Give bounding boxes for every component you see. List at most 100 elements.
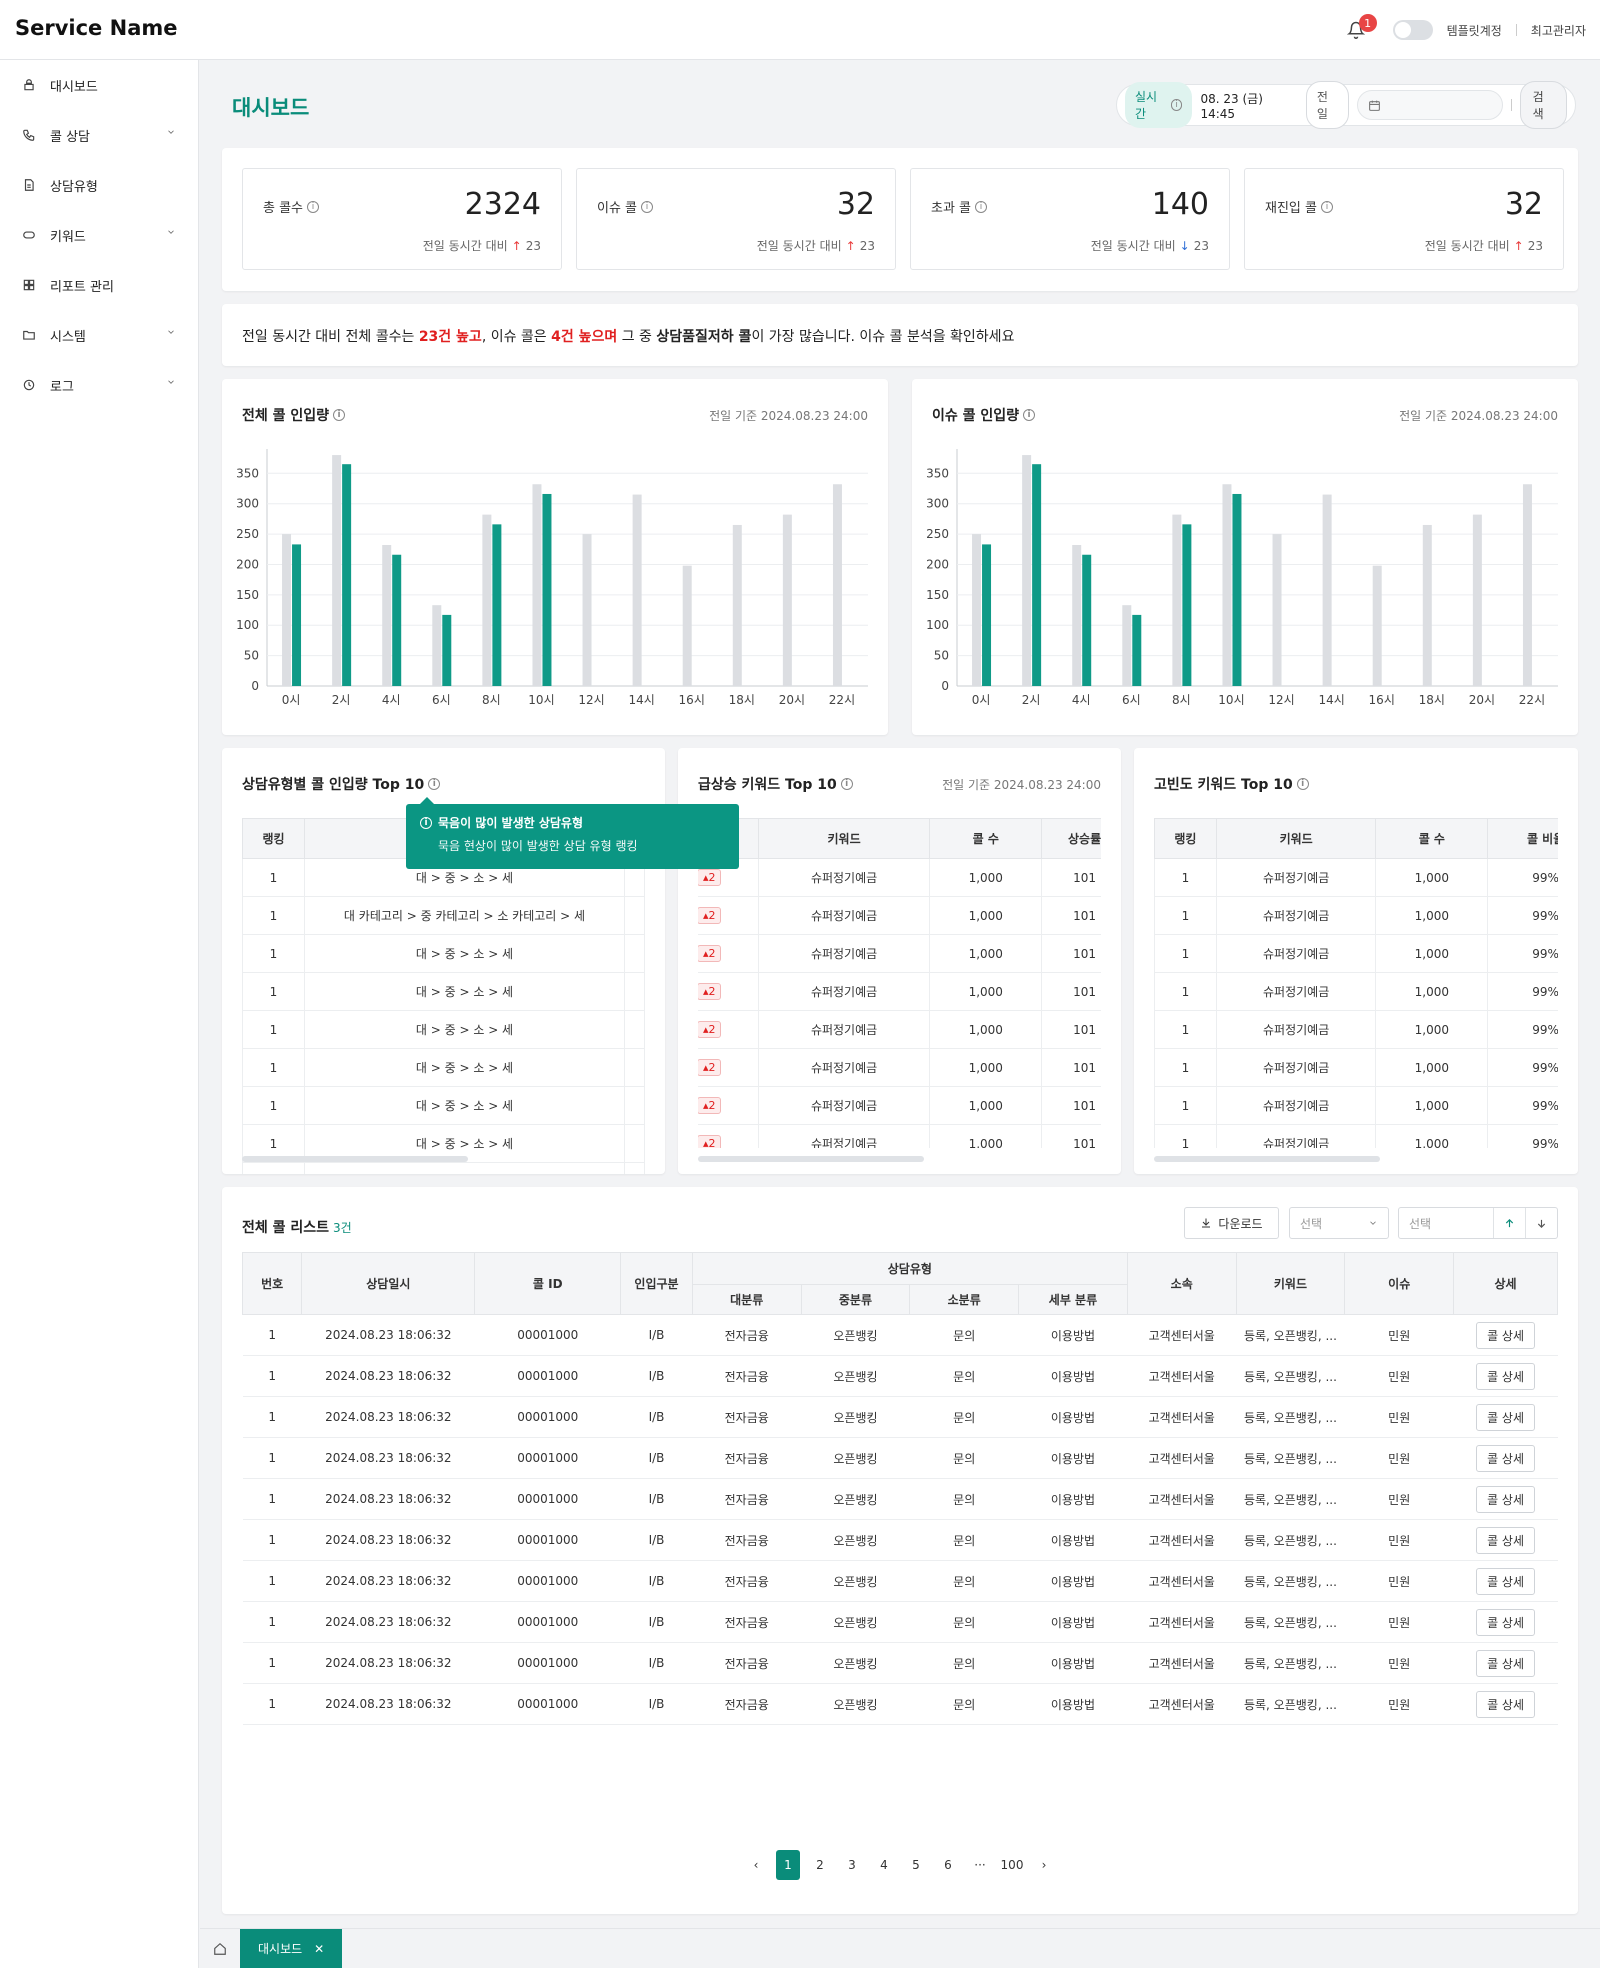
table-row[interactable]: 1 2024.08.23 18:06:32 00001000 I/B 전자금융 오픈뱅킹 문… (242, 1478, 1558, 1520)
table-row[interactable]: 1 2024.08.23 18:06:32 00001000 I/B 전자금융 오픈뱅킹 문… (242, 1314, 1558, 1356)
bar-previous[interactable] (1522, 484, 1532, 686)
bar-current[interactable] (342, 464, 352, 686)
call-detail-button[interactable]: 콜 상세 (1476, 1690, 1535, 1718)
next-page-button[interactable]: › (1041, 1858, 1047, 1872)
chevron-down-icon[interactable] (166, 227, 176, 237)
search-button[interactable]: 검색 (1519, 81, 1567, 129)
theme-toggle[interactable] (1392, 20, 1433, 40)
page-number[interactable]: 5 (912, 1858, 920, 1872)
call-detail-button[interactable]: 콜 상세 (1476, 1567, 1535, 1595)
sidebar-item[interactable]: 로그 (0, 360, 198, 410)
bar-previous[interactable] (832, 484, 842, 686)
bar-current[interactable] (542, 493, 552, 686)
bar-previous[interactable] (1322, 494, 1332, 686)
sort-desc-button[interactable] (1525, 1208, 1557, 1238)
table-row[interactable]: 1 2024.08.23 18:06:32 00001000 I/B 전자금융 오픈뱅킹 문… (242, 1355, 1558, 1397)
call-detail-button[interactable]: 콜 상세 (1476, 1526, 1535, 1554)
account-name[interactable]: 템플릿계정 (1446, 23, 1502, 38)
table-row[interactable]: 1 2024.08.23 18:06:32 00001000 I/B 전자금융 오픈뱅킹 문… (242, 1396, 1558, 1438)
chevron-down-icon[interactable] (166, 377, 176, 387)
bar-previous[interactable] (1372, 565, 1382, 686)
bar-previous[interactable] (1272, 534, 1282, 686)
table-row[interactable]: 1 슈퍼정기예금 1,000 99% (1154, 972, 1558, 1011)
realtime-badge[interactable]: 실시간 i (1125, 82, 1193, 128)
table-row[interactable]: 1 슈퍼정기예금 1,000 99% (1154, 896, 1558, 935)
table-row[interactable]: 1 슈퍼정기예금 1,000 99% (1154, 1124, 1558, 1148)
table-row[interactable]: 1 2024.08.23 18:06:32 00001000 I/B 전자금융 오픈뱅킹 문… (242, 1601, 1558, 1643)
call-detail-button[interactable]: 콜 상세 (1476, 1362, 1535, 1390)
table-row[interactable]: 1대 > 중 > 소 > 세 (242, 1162, 645, 1174)
sidebar-item[interactable]: 상담유형 (0, 160, 198, 210)
bar-current[interactable] (1032, 464, 1042, 686)
date-picker-input[interactable] (1357, 90, 1503, 120)
bar-current[interactable] (292, 544, 302, 686)
notification-button[interactable]: 1 (1343, 14, 1377, 43)
bar-previous[interactable] (532, 484, 542, 686)
bar-current[interactable] (1232, 493, 1242, 686)
prev-page-button[interactable]: ‹ (753, 1858, 759, 1872)
bar-previous[interactable] (432, 605, 442, 686)
call-detail-button[interactable]: 콜 상세 (1476, 1608, 1535, 1636)
info-icon[interactable]: i (840, 778, 853, 790)
filter-select[interactable]: 선택 (1398, 1207, 1558, 1239)
table-row[interactable]: 1 2024.08.23 18:06:32 00001000 I/B 전자금융 오픈뱅킹 문… (242, 1519, 1558, 1561)
bar-previous[interactable] (382, 545, 392, 686)
tab-dashboard[interactable]: 대시보드 ✕ (240, 1928, 343, 1968)
table-row[interactable]: 1 슈퍼정기예금 1,000 99% (1154, 934, 1558, 973)
call-detail-button[interactable]: 콜 상세 (1476, 1485, 1535, 1513)
bar-previous[interactable] (1422, 524, 1432, 686)
download-button[interactable]: 다운로드 (1184, 1207, 1279, 1239)
table-row[interactable]: 1 2024.08.23 18:06:32 00001000 I/B 전자금융 오픈뱅킹 문… (242, 1437, 1558, 1479)
sidebar-item[interactable]: 콜 상담 (0, 110, 198, 160)
bar-previous[interactable] (482, 514, 492, 686)
sort-select[interactable]: 선택 (1289, 1207, 1389, 1239)
bar-previous[interactable] (582, 534, 592, 686)
bar-previous[interactable] (782, 514, 792, 686)
table-row[interactable]: 1 2024.08.23 18:06:32 00001000 I/B 전자금융 오픈뱅킹 문… (242, 1642, 1558, 1684)
sidebar-item[interactable]: 키워드 (0, 210, 198, 260)
chevron-down-icon[interactable] (166, 127, 176, 137)
bar-previous[interactable] (1222, 484, 1232, 686)
bar-previous[interactable] (282, 534, 292, 686)
user-role[interactable]: 최고관리자 (1530, 23, 1586, 38)
bar-previous[interactable] (972, 534, 982, 686)
page-number[interactable]: 100 (1000, 1858, 1024, 1872)
bar-current[interactable] (1082, 554, 1092, 686)
horizontal-scrollbar[interactable] (242, 1156, 468, 1162)
bar-current[interactable] (982, 544, 992, 686)
close-icon[interactable]: ✕ (314, 1941, 325, 1956)
bar-previous[interactable] (1122, 605, 1132, 686)
bar-current[interactable] (492, 524, 502, 686)
page-number[interactable]: 4 (880, 1858, 888, 1872)
chevron-down-icon[interactable] (166, 327, 176, 337)
kpi-card[interactable]: 총 콜수 i 2324 전일 동시간 대비 ↑ 23 (242, 168, 562, 270)
kpi-card[interactable]: 초과 콜 i 140 전일 동시간 대비 ↓ 23 (910, 168, 1230, 270)
bar-current[interactable] (442, 614, 452, 686)
horizontal-scrollbar[interactable] (1154, 1156, 1380, 1162)
page-number[interactable]: 6 (944, 1858, 952, 1872)
page-number[interactable]: 2 (816, 1858, 824, 1872)
page-number[interactable]: 1 (776, 1850, 800, 1880)
call-detail-button[interactable]: 콜 상세 (1476, 1321, 1535, 1349)
brand-name[interactable]: Service Name (15, 16, 178, 40)
call-detail-button[interactable]: 콜 상세 (1476, 1403, 1535, 1431)
call-detail-button[interactable]: 콜 상세 (1476, 1649, 1535, 1677)
bar-previous[interactable] (1472, 514, 1482, 686)
bar-previous[interactable] (682, 565, 692, 686)
bar-previous[interactable] (1072, 545, 1082, 686)
page-number[interactable]: 3 (848, 1858, 856, 1872)
sidebar-item[interactable]: 시스템 (0, 310, 198, 360)
bar-current[interactable] (392, 554, 402, 686)
bar-previous[interactable] (732, 524, 742, 686)
table-row[interactable]: 1 2024.08.23 18:06:32 00001000 I/B 전자금융 오픈뱅킹 문… (242, 1560, 1558, 1602)
bar-previous[interactable] (332, 455, 342, 686)
horizontal-scrollbar[interactable] (698, 1156, 924, 1162)
